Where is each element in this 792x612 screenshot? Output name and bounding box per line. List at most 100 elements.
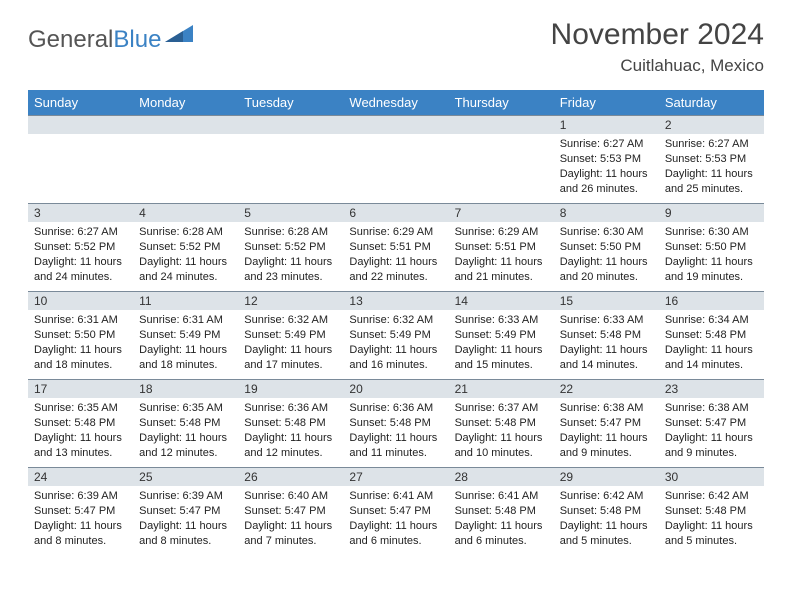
daylight-text: Daylight: 11 hours and 9 minutes.: [560, 431, 653, 461]
daylight-text: Daylight: 11 hours and 18 minutes.: [139, 343, 232, 373]
calendar-cell: 28Sunrise: 6:41 AMSunset: 5:48 PMDayligh…: [449, 468, 554, 556]
day-number: 9: [659, 204, 764, 222]
day-body: Sunrise: 6:38 AMSunset: 5:47 PMDaylight:…: [659, 398, 764, 464]
sunrise-text: Sunrise: 6:30 AM: [665, 225, 758, 240]
daylight-text: Daylight: 11 hours and 12 minutes.: [244, 431, 337, 461]
sunrise-text: Sunrise: 6:31 AM: [139, 313, 232, 328]
sunset-text: Sunset: 5:49 PM: [244, 328, 337, 343]
calendar-cell: [343, 116, 448, 204]
day-number: 8: [554, 204, 659, 222]
calendar-cell: 24Sunrise: 6:39 AMSunset: 5:47 PMDayligh…: [28, 468, 133, 556]
day-body: Sunrise: 6:33 AMSunset: 5:49 PMDaylight:…: [449, 310, 554, 376]
sunrise-text: Sunrise: 6:32 AM: [244, 313, 337, 328]
day-body: Sunrise: 6:36 AMSunset: 5:48 PMDaylight:…: [343, 398, 448, 464]
daylight-text: Daylight: 11 hours and 5 minutes.: [560, 519, 653, 549]
daylight-text: Daylight: 11 hours and 9 minutes.: [665, 431, 758, 461]
day-body: Sunrise: 6:28 AMSunset: 5:52 PMDaylight:…: [133, 222, 238, 288]
daylight-text: Daylight: 11 hours and 13 minutes.: [34, 431, 127, 461]
daylight-text: Daylight: 11 hours and 11 minutes.: [349, 431, 442, 461]
daylight-text: Daylight: 11 hours and 8 minutes.: [34, 519, 127, 549]
sunset-text: Sunset: 5:48 PM: [139, 416, 232, 431]
day-body: Sunrise: 6:31 AMSunset: 5:50 PMDaylight:…: [28, 310, 133, 376]
calendar-cell: 14Sunrise: 6:33 AMSunset: 5:49 PMDayligh…: [449, 292, 554, 380]
calendar-cell: 3Sunrise: 6:27 AMSunset: 5:52 PMDaylight…: [28, 204, 133, 292]
day-number: 1: [554, 116, 659, 134]
daylight-text: Daylight: 11 hours and 14 minutes.: [665, 343, 758, 373]
sunset-text: Sunset: 5:48 PM: [244, 416, 337, 431]
sunset-text: Sunset: 5:52 PM: [34, 240, 127, 255]
sunrise-text: Sunrise: 6:40 AM: [244, 489, 337, 504]
sunrise-text: Sunrise: 6:36 AM: [244, 401, 337, 416]
daylight-text: Daylight: 11 hours and 15 minutes.: [455, 343, 548, 373]
daylight-text: Daylight: 11 hours and 18 minutes.: [34, 343, 127, 373]
sunrise-text: Sunrise: 6:28 AM: [139, 225, 232, 240]
sunrise-text: Sunrise: 6:35 AM: [34, 401, 127, 416]
sunset-text: Sunset: 5:50 PM: [34, 328, 127, 343]
sunset-text: Sunset: 5:52 PM: [139, 240, 232, 255]
calendar-cell: [28, 116, 133, 204]
daylight-text: Daylight: 11 hours and 26 minutes.: [560, 167, 653, 197]
day-header-row: SundayMondayTuesdayWednesdayThursdayFrid…: [28, 90, 764, 116]
sunrise-text: Sunrise: 6:27 AM: [34, 225, 127, 240]
daylight-text: Daylight: 11 hours and 6 minutes.: [349, 519, 442, 549]
sunset-text: Sunset: 5:49 PM: [455, 328, 548, 343]
sunset-text: Sunset: 5:50 PM: [665, 240, 758, 255]
sunrise-text: Sunrise: 6:30 AM: [560, 225, 653, 240]
daylight-text: Daylight: 11 hours and 20 minutes.: [560, 255, 653, 285]
day-header: Sunday: [28, 90, 133, 116]
day-body: Sunrise: 6:27 AMSunset: 5:53 PMDaylight:…: [659, 134, 764, 200]
sunset-text: Sunset: 5:49 PM: [349, 328, 442, 343]
day-number: 3: [28, 204, 133, 222]
header: GeneralBlue November 2024 Cuitlahuac, Me…: [28, 18, 764, 76]
day-header: Wednesday: [343, 90, 448, 116]
sunrise-text: Sunrise: 6:29 AM: [455, 225, 548, 240]
triangle-icon: [165, 25, 193, 48]
sunset-text: Sunset: 5:48 PM: [34, 416, 127, 431]
daylight-text: Daylight: 11 hours and 25 minutes.: [665, 167, 758, 197]
daylight-text: Daylight: 11 hours and 14 minutes.: [560, 343, 653, 373]
sunset-text: Sunset: 5:50 PM: [560, 240, 653, 255]
sunrise-text: Sunrise: 6:36 AM: [349, 401, 442, 416]
calendar-cell: 30Sunrise: 6:42 AMSunset: 5:48 PMDayligh…: [659, 468, 764, 556]
day-number: 27: [343, 468, 448, 486]
daylight-text: Daylight: 11 hours and 7 minutes.: [244, 519, 337, 549]
calendar-cell: 15Sunrise: 6:33 AMSunset: 5:48 PMDayligh…: [554, 292, 659, 380]
day-body: Sunrise: 6:32 AMSunset: 5:49 PMDaylight:…: [343, 310, 448, 376]
day-number: 2: [659, 116, 764, 134]
sunset-text: Sunset: 5:52 PM: [244, 240, 337, 255]
calendar-cell: 12Sunrise: 6:32 AMSunset: 5:49 PMDayligh…: [238, 292, 343, 380]
day-number: 23: [659, 380, 764, 398]
calendar-cell: 17Sunrise: 6:35 AMSunset: 5:48 PMDayligh…: [28, 380, 133, 468]
sunset-text: Sunset: 5:48 PM: [560, 504, 653, 519]
sunrise-text: Sunrise: 6:41 AM: [349, 489, 442, 504]
sunrise-text: Sunrise: 6:34 AM: [665, 313, 758, 328]
sunrise-text: Sunrise: 6:41 AM: [455, 489, 548, 504]
day-header: Friday: [554, 90, 659, 116]
day-header: Monday: [133, 90, 238, 116]
calendar-cell: 5Sunrise: 6:28 AMSunset: 5:52 PMDaylight…: [238, 204, 343, 292]
sunrise-text: Sunrise: 6:27 AM: [665, 137, 758, 152]
calendar-week: 1Sunrise: 6:27 AMSunset: 5:53 PMDaylight…: [28, 116, 764, 204]
sunrise-text: Sunrise: 6:28 AM: [244, 225, 337, 240]
day-number: 25: [133, 468, 238, 486]
calendar-cell: 18Sunrise: 6:35 AMSunset: 5:48 PMDayligh…: [133, 380, 238, 468]
daylight-text: Daylight: 11 hours and 19 minutes.: [665, 255, 758, 285]
calendar-cell: 8 Sunrise: 6:30 AMSunset: 5:50 PMDaylight…: [554, 204, 659, 292]
day-number: 5: [238, 204, 343, 222]
calendar-cell: 13Sunrise: 6:32 AMSunset: 5:49 PMDayligh…: [343, 292, 448, 380]
title-block: November 2024 Cuitlahuac, Mexico: [551, 18, 764, 76]
day-number: 16: [659, 292, 764, 310]
calendar-cell: 22Sunrise: 6:38 AMSunset: 5:47 PMDayligh…: [554, 380, 659, 468]
sunset-text: Sunset: 5:47 PM: [349, 504, 442, 519]
sunset-text: Sunset: 5:47 PM: [665, 416, 758, 431]
calendar-cell: 29Sunrise: 6:42 AMSunset: 5:48 PMDayligh…: [554, 468, 659, 556]
daylight-text: Daylight: 11 hours and 6 minutes.: [455, 519, 548, 549]
day-number: 13: [343, 292, 448, 310]
sunset-text: Sunset: 5:51 PM: [455, 240, 548, 255]
sunset-text: Sunset: 5:48 PM: [349, 416, 442, 431]
day-body: Sunrise: 6:35 AMSunset: 5:48 PMDaylight:…: [28, 398, 133, 464]
day-body: Sunrise: 6:41 AMSunset: 5:48 PMDaylight:…: [449, 486, 554, 552]
daylight-text: Daylight: 11 hours and 21 minutes.: [455, 255, 548, 285]
logo: GeneralBlue: [28, 26, 193, 54]
day-body: Sunrise: 6:40 AMSunset: 5:47 PMDaylight:…: [238, 486, 343, 552]
